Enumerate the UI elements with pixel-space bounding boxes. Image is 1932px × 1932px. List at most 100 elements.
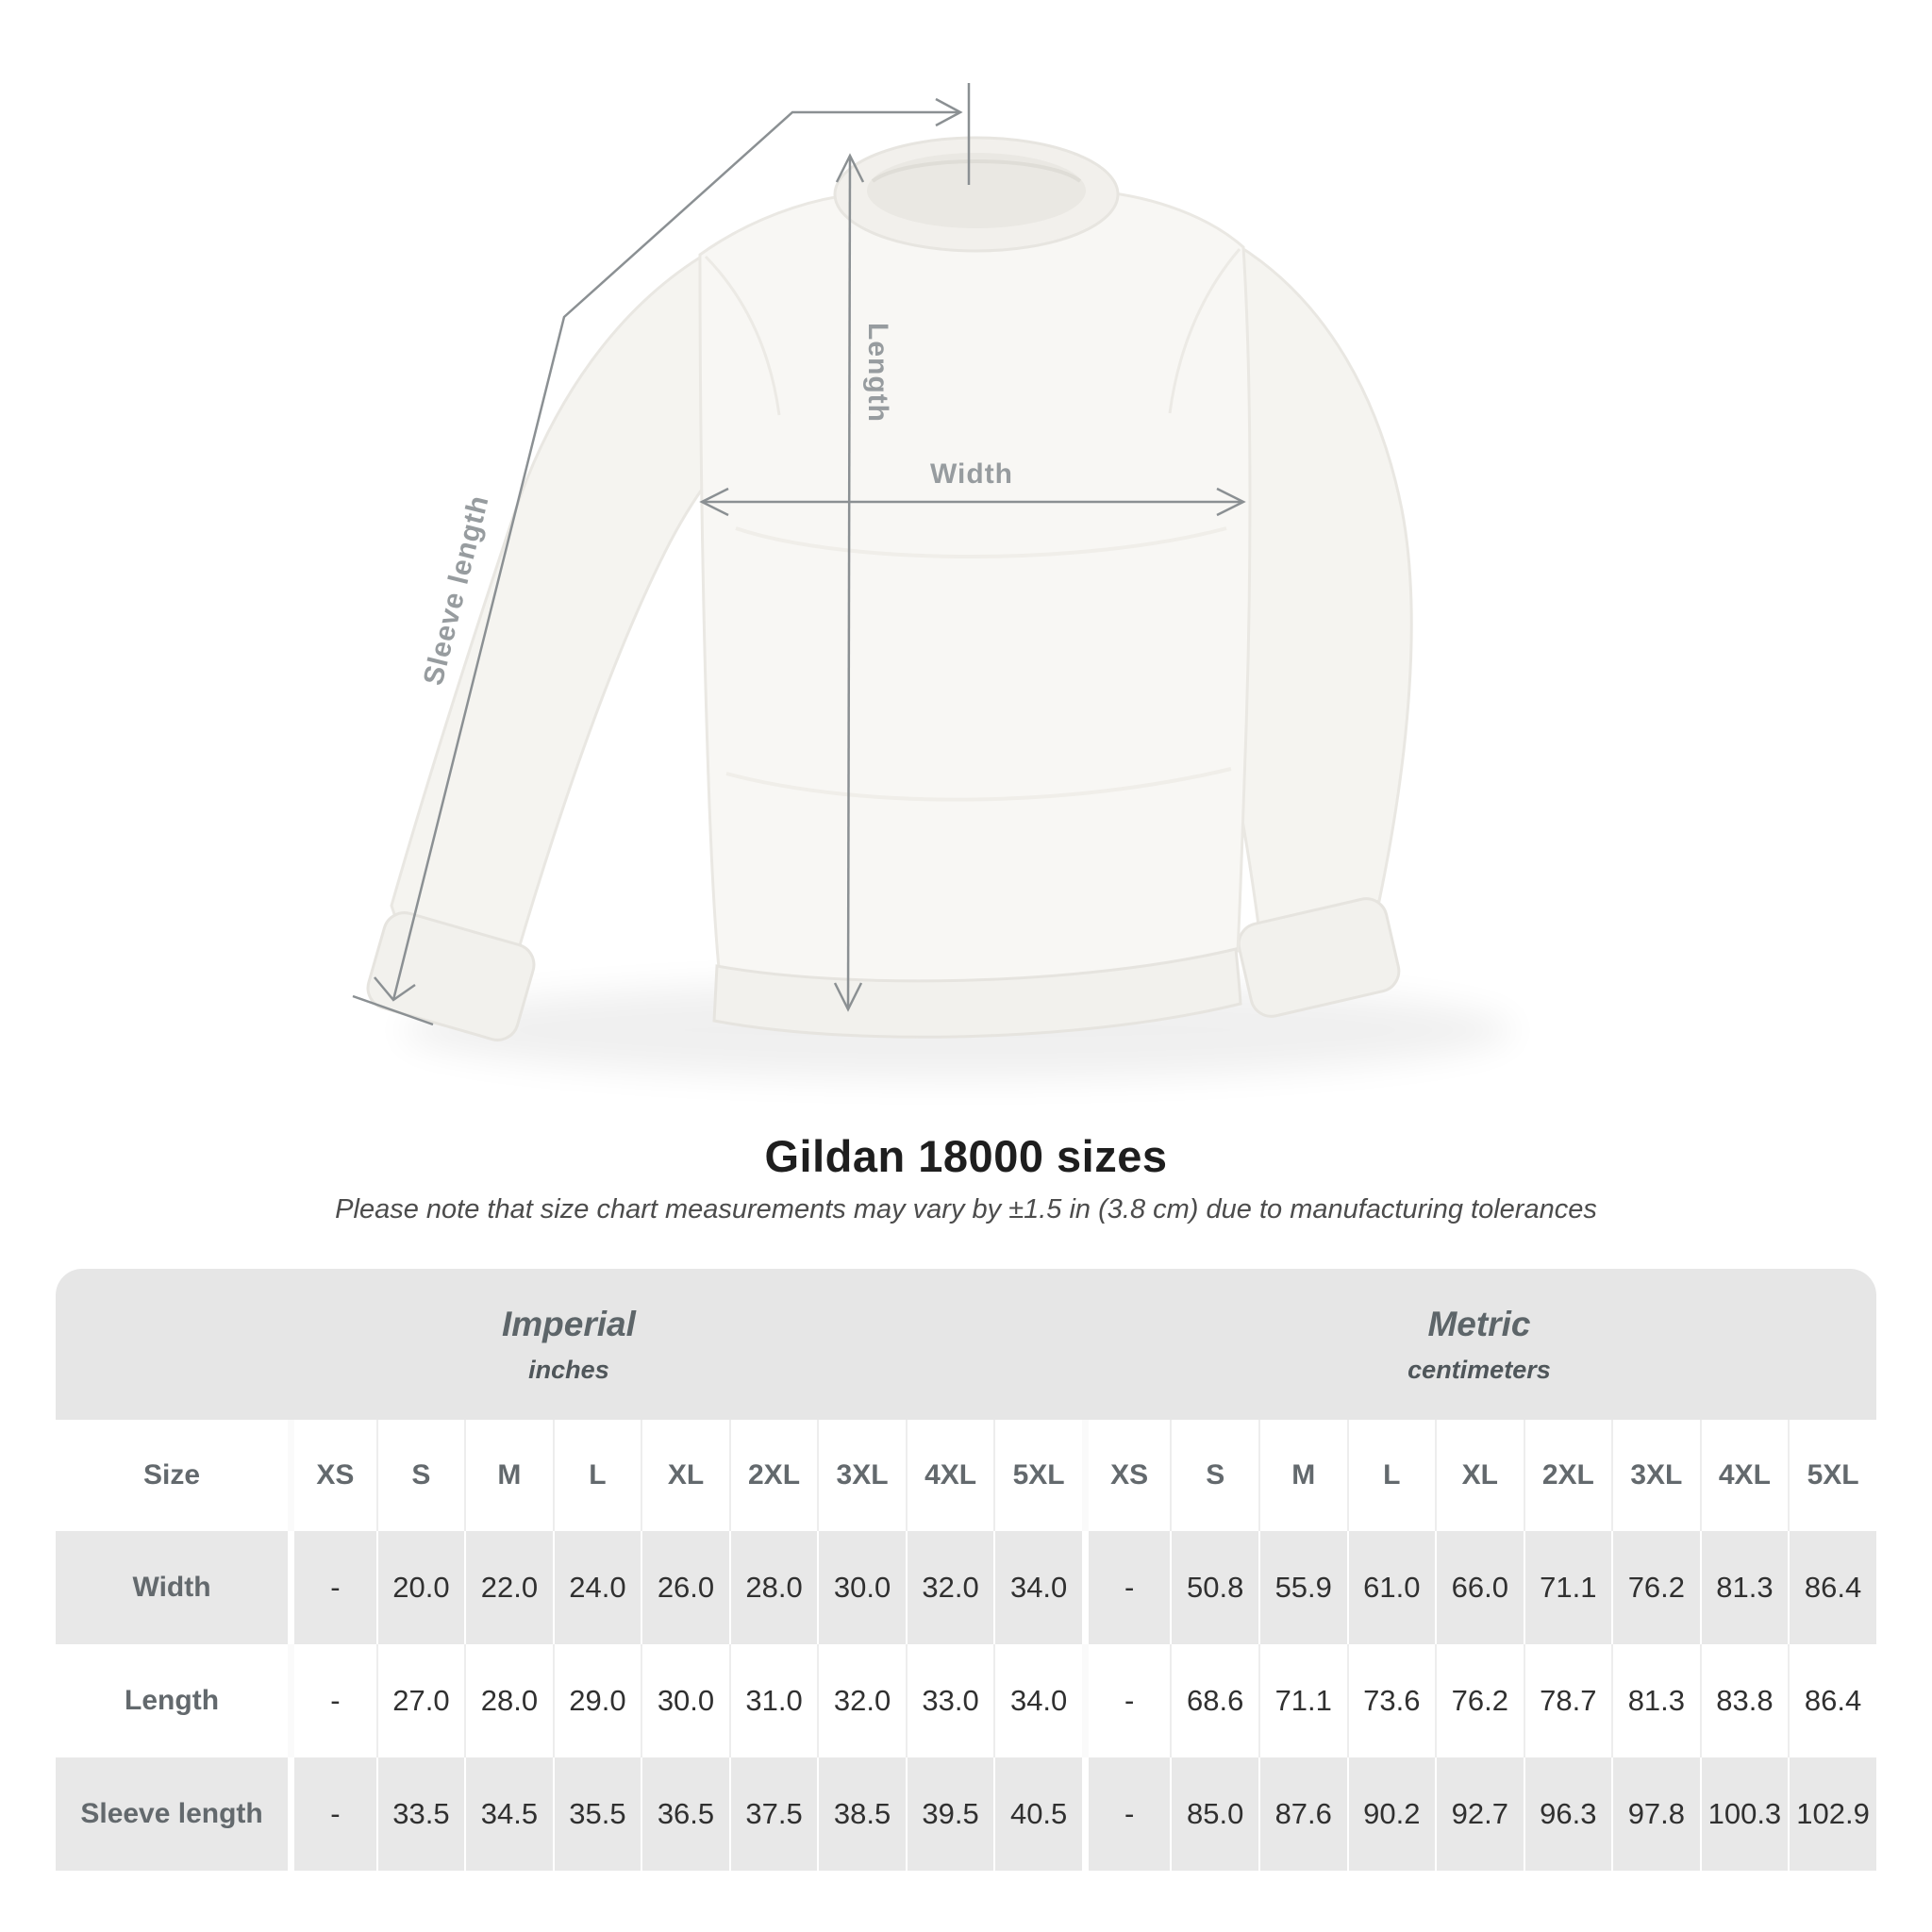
value-cell: - [288, 1757, 376, 1871]
row-label: Length [56, 1644, 289, 1757]
size-header-cell: 3XL [817, 1420, 906, 1531]
value-cell: 36.5 [641, 1757, 729, 1871]
table-row-width: Width - 20.0 22.0 24.0 26.0 28.0 30.0 32… [56, 1531, 1876, 1644]
size-header-cell: 4XL [1699, 1420, 1789, 1531]
imperial-sublabel: inches [528, 1355, 609, 1384]
value-cell: 61.0 [1346, 1531, 1436, 1644]
value-cell: 27.0 [375, 1644, 465, 1757]
value-cell: 76.2 [1611, 1531, 1700, 1644]
size-header-cell: 5XL [993, 1420, 1082, 1531]
value-cell: 31.0 [728, 1644, 818, 1757]
metric-header: Metric centimeters [1081, 1269, 1876, 1420]
measurement-lines [352, 83, 1246, 1026]
value-cell: 33.5 [375, 1757, 465, 1871]
table-row-length: Length - 27.0 28.0 29.0 30.0 31.0 32.0 3… [56, 1644, 1876, 1757]
collar-inner-seam [871, 159, 1082, 183]
value-cell: 34.5 [464, 1757, 553, 1871]
length-arrow-line [833, 153, 865, 1012]
value-cell: - [1081, 1644, 1171, 1757]
value-cell: 28.0 [728, 1531, 818, 1644]
value-cell: 39.5 [905, 1757, 994, 1871]
imperial-label: Imperial [502, 1304, 636, 1343]
size-header-row: Size XS S M L XL 2XL 3XL 4XL 5XL XS S M … [56, 1420, 1876, 1531]
width-arrow-line [699, 487, 1246, 517]
table-row-sleeve-length: Sleeve length - 33.5 34.5 35.5 36.5 37.5… [56, 1757, 1876, 1871]
value-cell: 50.8 [1170, 1531, 1258, 1644]
sweatshirt-body [698, 187, 1252, 985]
size-header-cell: XS [288, 1420, 376, 1531]
size-header-cell: M [464, 1420, 553, 1531]
unit-header-row: Imperial inches Metric centimeters [56, 1269, 1876, 1420]
value-cell: 71.1 [1523, 1531, 1612, 1644]
collar-opening [867, 153, 1086, 228]
value-cell: 29.0 [552, 1644, 641, 1757]
value-cell: 26.0 [641, 1531, 729, 1644]
value-cell: 22.0 [464, 1531, 553, 1644]
value-cell: 20.0 [375, 1531, 465, 1644]
value-cell: 28.0 [464, 1644, 553, 1757]
value-cell: 81.3 [1611, 1644, 1700, 1757]
row-label: Sleeve length [56, 1757, 289, 1871]
size-header-cell: 5XL [1788, 1420, 1876, 1531]
value-cell: - [288, 1531, 376, 1644]
row-label: Width [56, 1531, 289, 1644]
size-header-cell: XL [1435, 1420, 1524, 1531]
value-cell: 24.0 [552, 1531, 641, 1644]
value-cell: 40.5 [993, 1757, 1082, 1871]
hem-band [712, 947, 1242, 1039]
page-title: Gildan 18000 sizes [764, 1131, 1168, 1181]
right-cuff [1237, 897, 1401, 1018]
value-cell: 86.4 [1788, 1531, 1876, 1644]
value-cell: 35.5 [552, 1757, 641, 1871]
value-cell: 34.0 [993, 1644, 1082, 1757]
value-cell: 30.0 [817, 1531, 906, 1644]
value-cell: 81.3 [1699, 1531, 1789, 1644]
value-cell: 85.0 [1170, 1757, 1258, 1871]
value-cell: 87.6 [1257, 1757, 1347, 1871]
value-cell: - [288, 1644, 376, 1757]
value-cell: 92.7 [1435, 1757, 1524, 1871]
size-header-cell: XS [1081, 1420, 1171, 1531]
imperial-header: Imperial inches [56, 1269, 1082, 1420]
value-cell: - [1081, 1531, 1171, 1644]
metric-sublabel: centimeters [1407, 1355, 1551, 1384]
value-cell: 86.4 [1788, 1644, 1876, 1757]
fold-line [735, 526, 1227, 558]
value-cell: 66.0 [1435, 1531, 1524, 1644]
left-sleeve [390, 250, 785, 957]
size-header-cell: L [552, 1420, 641, 1531]
size-column-header: Size [56, 1420, 289, 1531]
value-cell: - [1081, 1757, 1171, 1871]
tolerance-note: Please note that size chart measurements… [335, 1194, 1597, 1224]
fold-line [725, 767, 1232, 802]
size-header-cell: S [375, 1420, 465, 1531]
value-cell: 71.1 [1257, 1644, 1347, 1757]
size-header-cell: M [1257, 1420, 1347, 1531]
size-header-cell: 2XL [1523, 1420, 1612, 1531]
value-cell: 78.7 [1523, 1644, 1612, 1757]
sleeve-length-line [352, 83, 971, 1026]
value-cell: 96.3 [1523, 1757, 1612, 1871]
right-shoulder-seam [1168, 248, 1241, 414]
value-cell: 32.0 [905, 1531, 994, 1644]
value-cell: 30.0 [641, 1644, 729, 1757]
value-cell: 33.0 [905, 1644, 994, 1757]
value-cell: 83.8 [1699, 1644, 1789, 1757]
value-cell: 97.8 [1611, 1757, 1700, 1871]
value-cell: 73.6 [1346, 1644, 1436, 1757]
width-label: Width [930, 458, 1013, 490]
value-cell: 90.2 [1346, 1757, 1436, 1871]
left-shoulder-seam [704, 255, 781, 416]
size-header-cell: 2XL [728, 1420, 818, 1531]
value-cell: 100.3 [1699, 1757, 1789, 1871]
metric-label: Metric [1427, 1304, 1531, 1343]
value-cell: 76.2 [1435, 1644, 1524, 1757]
sweatshirt-measurement-diagram: Length Width Sleeve length [352, 83, 1514, 1079]
left-cuff [366, 911, 536, 1041]
value-cell: 32.0 [817, 1644, 906, 1757]
size-header-cell: L [1346, 1420, 1436, 1531]
value-cell: 55.9 [1257, 1531, 1347, 1644]
size-table: Imperial inches Metric centimeters Size … [56, 1269, 1876, 1871]
value-cell: 68.6 [1170, 1644, 1258, 1757]
